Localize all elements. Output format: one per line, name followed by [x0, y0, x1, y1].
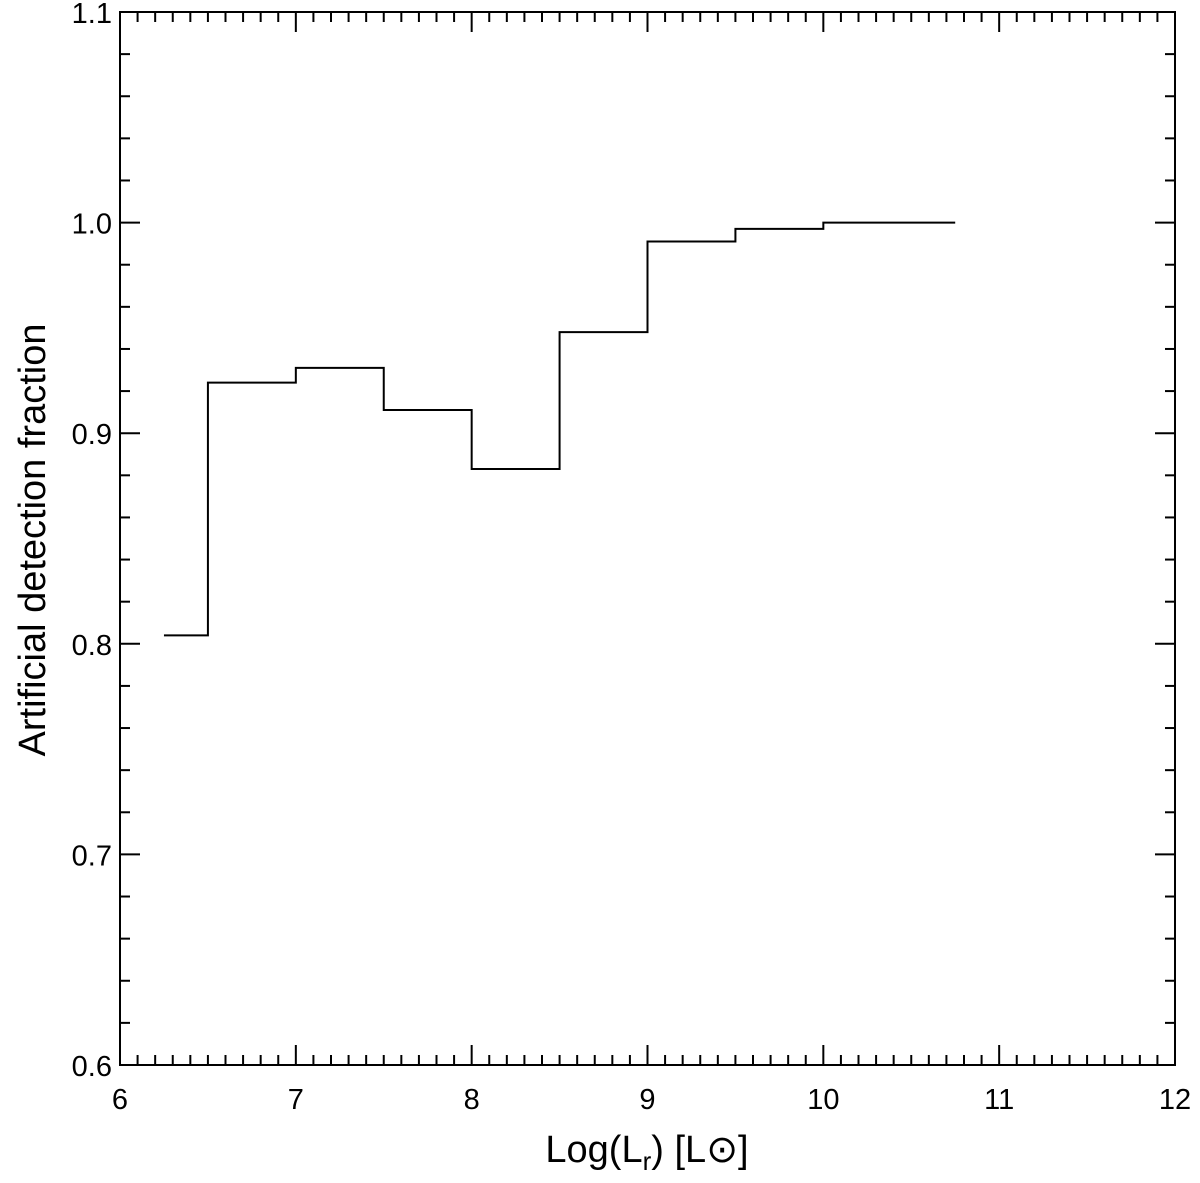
- major-ticks: [119, 11, 1176, 1066]
- x-tick-label: 10: [807, 1084, 839, 1116]
- x-tick-label: 6: [112, 1084, 128, 1116]
- minor-ticks: [120, 12, 1175, 1065]
- plot-frame: [119, 11, 1176, 1066]
- y-tick-label: 0.8: [72, 630, 112, 662]
- x-tick-label: 12: [1159, 1084, 1191, 1116]
- y-tick-labels: 0.6 0.7 0.8 0.9 1.0 1.1: [72, 0, 112, 1083]
- y-axis-title: Artificial detection fraction: [12, 324, 54, 757]
- y-tick-label: 0.9: [72, 419, 112, 451]
- x-tick-label: 7: [288, 1084, 304, 1116]
- x-axis-title: Log(Lr) [L⊙]: [545, 1129, 748, 1176]
- x-tick-labels: 6 7 8 9 10 11 12: [112, 1084, 1191, 1116]
- data-step-line: [163, 221, 956, 637]
- x-tick-label: 8: [464, 1084, 480, 1116]
- y-tick-label: 0.6: [72, 1051, 112, 1083]
- y-tick-label: 1.0: [72, 209, 112, 241]
- x-tick-label: 9: [639, 1084, 655, 1116]
- y-tick-label: 1.1: [72, 0, 112, 30]
- y-tick-label: 0.7: [72, 840, 112, 872]
- x-tick-label: 11: [984, 1084, 1014, 1116]
